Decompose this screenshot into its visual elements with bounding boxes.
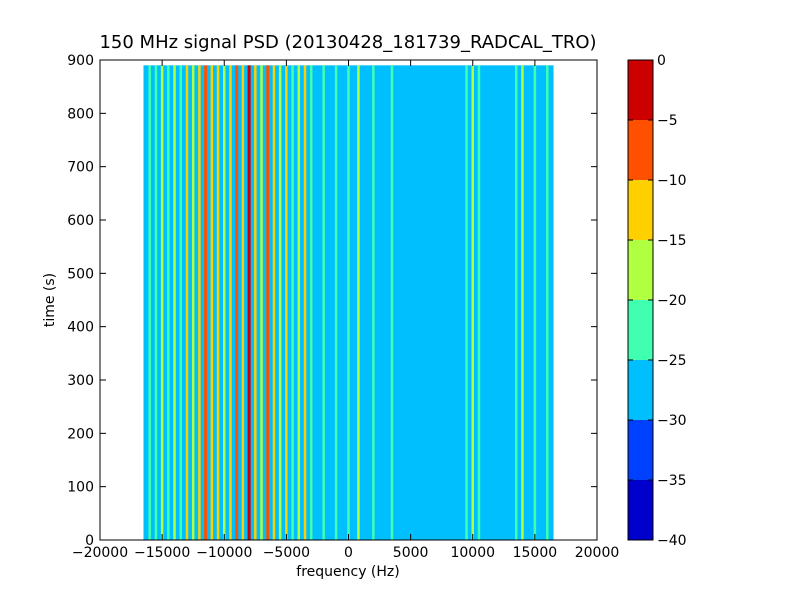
heatmap-stripe bbox=[347, 65, 350, 540]
heatmap-stripe bbox=[229, 65, 232, 540]
colorbar-segment bbox=[628, 480, 653, 540]
colorbar-segment bbox=[628, 420, 653, 480]
heatmap-stripe bbox=[334, 65, 338, 540]
colorbar-tick-label: −20 bbox=[657, 293, 687, 309]
heatmap-stripe bbox=[247, 65, 251, 540]
y-tick-label: 100 bbox=[67, 480, 94, 496]
heatmap-stripe bbox=[198, 65, 201, 540]
x-tick-label: −20000 bbox=[72, 545, 128, 561]
y-tick-label: 0 bbox=[85, 533, 94, 549]
heatmap-stripe bbox=[173, 65, 176, 540]
heatmap-stripe bbox=[546, 65, 549, 540]
y-axis: 0 100 200 300 400 500 600 700 800 900 bbox=[67, 53, 597, 549]
y-tick-label: 900 bbox=[67, 53, 94, 69]
heatmap-stripe bbox=[210, 65, 214, 540]
heatmap-stripe bbox=[235, 65, 239, 540]
x-tick-label: 0 bbox=[344, 545, 353, 561]
heatmap-stripe bbox=[260, 65, 263, 540]
heatmap-stripe bbox=[272, 65, 276, 540]
heatmap-stripe bbox=[477, 65, 481, 540]
y-tick-label: 500 bbox=[67, 266, 94, 282]
heatmap-stripe bbox=[372, 65, 375, 540]
chart-title: 150 MHz signal PSD (20130428_181739_RADC… bbox=[99, 32, 596, 53]
heatmap-stripe bbox=[278, 65, 282, 540]
x-tick-label: −10000 bbox=[196, 545, 252, 561]
heatmap-stripe bbox=[291, 65, 294, 540]
heatmap-stripe bbox=[185, 65, 189, 540]
heatmap-stripe bbox=[471, 65, 474, 540]
heatmap-stripe bbox=[254, 65, 257, 540]
y-tick-label: 200 bbox=[67, 426, 94, 442]
heatmap-stripe bbox=[216, 65, 220, 540]
colorbar-tick-label: −40 bbox=[657, 533, 687, 549]
x-tick-label: −15000 bbox=[134, 545, 190, 561]
heatmap-stripe bbox=[241, 65, 245, 540]
heatmap-stripe bbox=[266, 65, 270, 540]
heatmap-stripe bbox=[521, 65, 524, 540]
x-tick-label: 20000 bbox=[575, 545, 620, 561]
colorbar-tick-label: −35 bbox=[657, 473, 687, 489]
heatmap-stripe bbox=[179, 65, 183, 540]
x-tick-label: 5000 bbox=[393, 545, 429, 561]
heatmap-stripe bbox=[285, 65, 288, 540]
y-tick-label: 600 bbox=[67, 213, 94, 229]
colorbar: −40 −35 −30 −25 −20 −15 −10 −5 0 bbox=[627, 53, 687, 549]
y-axis-label: time (s) bbox=[42, 273, 58, 327]
colorbar-tick-label: −10 bbox=[657, 173, 687, 189]
colorbar-segment bbox=[628, 240, 653, 300]
colorbar-tick-label: −30 bbox=[657, 413, 687, 429]
heatmap-stripe bbox=[533, 65, 537, 540]
heatmap-stripe bbox=[154, 65, 158, 540]
colorbar-tick-label: −5 bbox=[657, 113, 678, 129]
heatmap-stripe bbox=[204, 65, 208, 540]
colorbar-segment bbox=[628, 360, 653, 420]
y-tick-label: 700 bbox=[67, 160, 94, 176]
plot-area: −20000 −15000 −10000 −5000 0 5000 10000 15000 20… bbox=[67, 53, 619, 561]
colorbar-segment bbox=[628, 300, 653, 360]
colorbar-tick-label: −15 bbox=[657, 233, 687, 249]
x-axis: −20000 −15000 −10000 −5000 0 5000 10000 15000 20… bbox=[72, 60, 619, 561]
heatmap-stripe bbox=[514, 65, 518, 540]
heatmap-stripe bbox=[167, 65, 170, 540]
heatmap-stripe bbox=[322, 65, 325, 540]
heatmap-stripe bbox=[191, 65, 195, 540]
colorbar-tick-label: 0 bbox=[657, 53, 666, 69]
x-tick-label: −5000 bbox=[263, 545, 310, 561]
heatmap-stripe bbox=[160, 65, 164, 540]
x-tick-label: 10000 bbox=[450, 545, 495, 561]
y-tick-label: 400 bbox=[67, 320, 94, 336]
heatmap-stripe bbox=[297, 65, 301, 540]
heatmap bbox=[143, 65, 554, 540]
heatmap-stripe bbox=[223, 65, 226, 540]
colorbar-segment bbox=[628, 60, 653, 120]
colorbar-segment bbox=[628, 120, 653, 180]
colorbar-segment bbox=[628, 180, 653, 240]
heatmap-stripe bbox=[309, 65, 313, 540]
heatmap-stripe bbox=[148, 65, 151, 540]
x-axis-label: frequency (Hz) bbox=[296, 564, 399, 580]
heatmap-stripe bbox=[390, 65, 394, 540]
heatmap-stripe bbox=[465, 65, 468, 540]
x-tick-label: 15000 bbox=[513, 545, 558, 561]
heatmap-stripe bbox=[357, 65, 360, 540]
y-tick-label: 300 bbox=[67, 373, 94, 389]
y-tick-label: 800 bbox=[67, 106, 94, 122]
colorbar-tick-label: −25 bbox=[657, 353, 687, 369]
heatmap-stripe bbox=[303, 65, 307, 540]
